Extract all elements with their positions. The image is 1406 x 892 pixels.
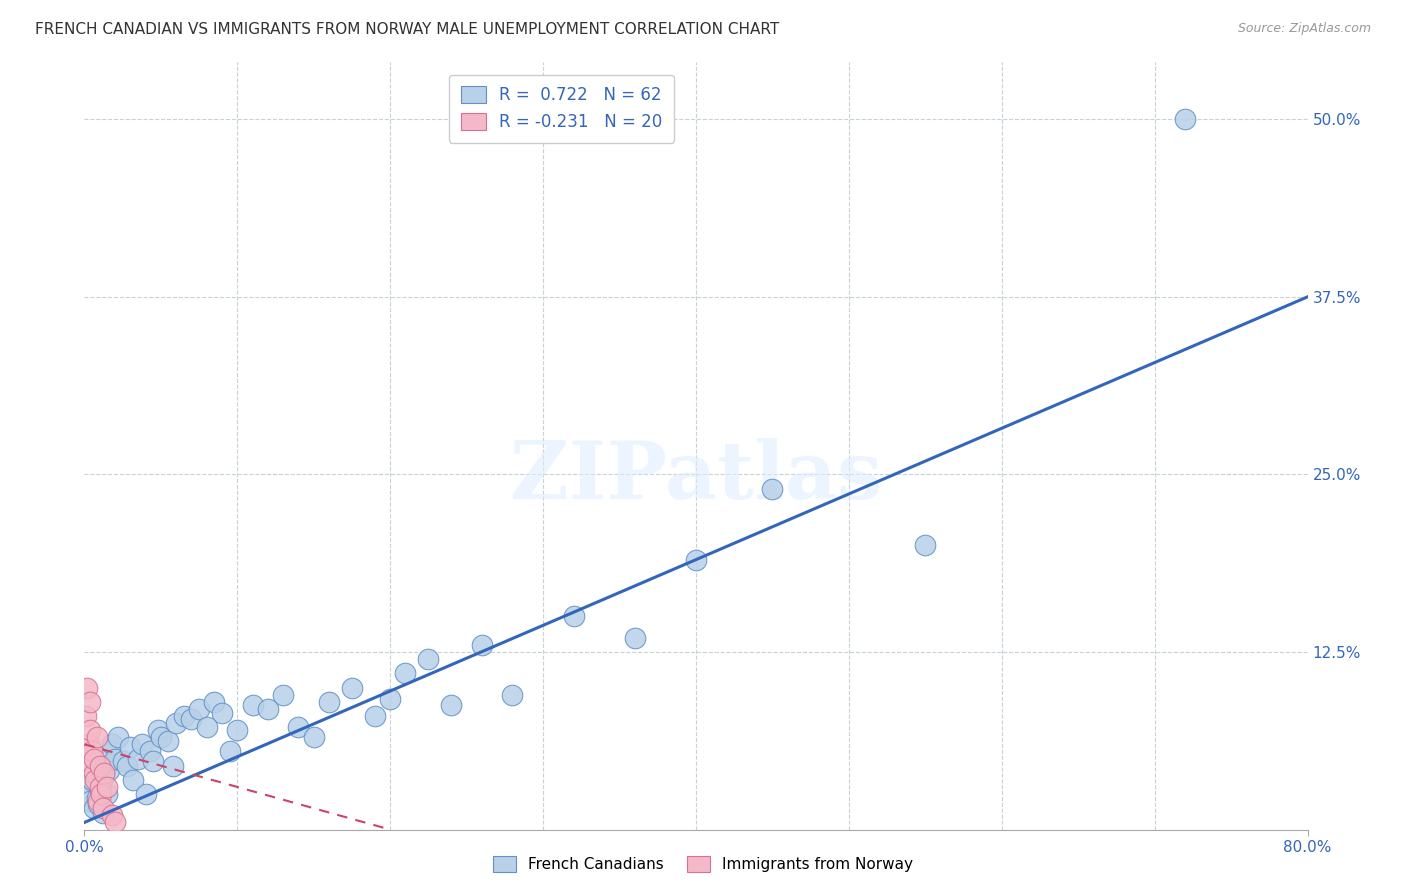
Point — [98, 744, 121, 758]
Point — [89, 782, 111, 797]
Point — [79, 695, 101, 709]
Point — [83, 765, 105, 780]
Point — [380, 691, 402, 706]
Point — [149, 730, 172, 744]
Point — [97, 763, 120, 777]
Point — [93, 768, 115, 782]
Point — [86, 791, 108, 805]
Point — [111, 755, 134, 769]
Point — [142, 755, 165, 769]
Point — [418, 652, 440, 666]
Point — [131, 737, 153, 751]
Point — [195, 720, 218, 734]
Point — [502, 688, 524, 702]
Text: FRENCH CANADIAN VS IMMIGRANTS FROM NORWAY MALE UNEMPLOYMENT CORRELATION CHART: FRENCH CANADIAN VS IMMIGRANTS FROM NORWA… — [35, 22, 779, 37]
Point — [101, 737, 124, 751]
Point — [364, 709, 387, 723]
Point — [94, 758, 117, 772]
Point — [1174, 112, 1197, 127]
Point — [79, 723, 101, 738]
Point — [257, 702, 280, 716]
Point — [562, 609, 585, 624]
Point — [624, 631, 647, 645]
Point — [76, 780, 98, 794]
Point — [226, 723, 249, 738]
Point — [93, 765, 115, 780]
Point — [90, 787, 112, 801]
Point — [91, 805, 114, 820]
Point — [75, 709, 97, 723]
Point — [180, 712, 202, 726]
Point — [76, 681, 98, 695]
Point — [302, 730, 325, 744]
Point — [84, 772, 107, 787]
Text: ZIPatlas: ZIPatlas — [510, 438, 882, 516]
Point — [318, 695, 340, 709]
Point — [77, 758, 100, 772]
Point — [115, 758, 138, 772]
Point — [211, 706, 233, 720]
Legend: R =  0.722   N = 62, R = -0.231   N = 20: R = 0.722 N = 62, R = -0.231 N = 20 — [449, 75, 673, 143]
Point — [761, 482, 783, 496]
Point — [91, 801, 114, 815]
Point — [440, 698, 463, 712]
Point — [122, 772, 145, 787]
Point — [162, 758, 184, 772]
Point — [84, 765, 107, 780]
Point — [77, 737, 100, 751]
Point — [80, 772, 103, 787]
Point — [80, 744, 103, 758]
Legend: French Canadians, Immigrants from Norway: French Canadians, Immigrants from Norway — [485, 848, 921, 880]
Point — [340, 681, 363, 695]
Point — [104, 751, 127, 765]
Point — [271, 688, 294, 702]
Point — [685, 552, 707, 566]
Point — [96, 787, 118, 801]
Point — [107, 730, 129, 744]
Text: Source: ZipAtlas.com: Source: ZipAtlas.com — [1237, 22, 1371, 36]
Point — [173, 709, 195, 723]
Point — [135, 787, 157, 801]
Point — [83, 801, 105, 815]
Point — [146, 723, 169, 738]
Point — [157, 734, 180, 748]
Point — [394, 666, 416, 681]
Point — [96, 780, 118, 794]
Point — [83, 751, 105, 765]
Point — [79, 794, 101, 808]
Point — [120, 740, 142, 755]
Point — [165, 716, 187, 731]
Point — [914, 538, 936, 552]
Point — [471, 638, 494, 652]
Point — [127, 751, 149, 765]
Point — [104, 815, 127, 830]
Point — [139, 744, 162, 758]
Point — [87, 794, 110, 808]
Point — [101, 808, 124, 822]
Point — [87, 797, 110, 811]
Point — [287, 720, 309, 734]
Point — [90, 777, 112, 791]
Point — [242, 698, 264, 712]
Point — [202, 695, 225, 709]
Point — [77, 787, 100, 801]
Point — [188, 702, 211, 716]
Point — [89, 758, 111, 772]
Point — [218, 744, 240, 758]
Point — [89, 780, 111, 794]
Point — [86, 730, 108, 744]
